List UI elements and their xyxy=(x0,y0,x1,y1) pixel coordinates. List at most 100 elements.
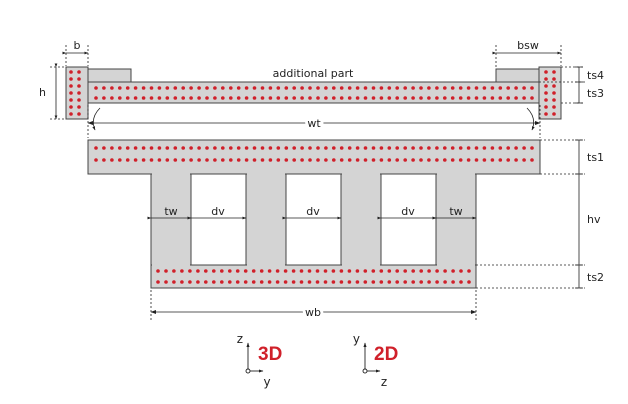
rebar-dot xyxy=(450,158,455,162)
rebar-dot xyxy=(235,280,240,284)
rebar-dot xyxy=(149,158,154,162)
rebar-dot xyxy=(149,96,154,100)
rebar-dot xyxy=(451,269,455,273)
rebar-dot xyxy=(157,86,162,90)
rebar-dot xyxy=(552,112,556,116)
rebar-dot xyxy=(395,158,400,162)
rebar-dot xyxy=(379,86,384,90)
rebar-dot xyxy=(299,269,304,273)
rebar-dot xyxy=(379,158,384,162)
rebar-dot xyxy=(355,86,360,90)
label-ts4: ts4 xyxy=(587,69,604,82)
rebar-dot xyxy=(315,269,320,273)
rebar-dot xyxy=(221,96,225,100)
rebar-dot xyxy=(458,158,463,162)
rebar-dot xyxy=(133,96,138,100)
rebar-dot xyxy=(347,269,352,273)
rebar-dot xyxy=(69,105,73,109)
rebar-dot xyxy=(552,98,556,102)
rebar-dot xyxy=(552,77,556,81)
rebar-dot xyxy=(435,86,439,90)
rebar-dot xyxy=(133,146,138,150)
rebar-dot xyxy=(435,269,439,273)
rebar-dot xyxy=(466,158,471,162)
rebar-dot xyxy=(77,91,81,95)
rebar-dot xyxy=(316,96,320,100)
rebar-dot xyxy=(498,146,503,150)
rebar-dot xyxy=(110,86,114,90)
rebar-dot xyxy=(221,146,225,150)
rebar-dot xyxy=(466,146,471,150)
rebar-dot xyxy=(332,96,336,100)
rebar-dot xyxy=(308,146,312,150)
rebar-dot xyxy=(544,70,548,74)
rebar-dot xyxy=(482,146,487,150)
rebar-dot xyxy=(522,86,526,90)
rebar-dot xyxy=(371,96,376,100)
rebar-dot xyxy=(450,146,455,150)
rebar-dot xyxy=(371,146,376,150)
bottom-slab xyxy=(150,264,477,289)
rebar-dot xyxy=(189,146,193,150)
label-bsw: bsw xyxy=(517,39,539,52)
rebar-dot xyxy=(482,86,487,90)
rebar-dot xyxy=(474,96,479,100)
top-slab xyxy=(87,139,541,175)
rebar-dot xyxy=(347,146,352,150)
rebar-dot xyxy=(490,158,495,162)
rebar-dot xyxy=(102,146,106,150)
rebar-dot xyxy=(229,146,233,150)
rebar-dot xyxy=(552,84,556,88)
rebar-dot xyxy=(514,86,518,90)
rebar-dot xyxy=(324,86,328,90)
label-tw-right: tw xyxy=(449,205,462,218)
rebar-dot xyxy=(347,280,352,284)
axis-3d-horizontal: y xyxy=(263,375,270,389)
web-2 xyxy=(245,173,287,266)
rebar-dot xyxy=(94,146,98,150)
rebar-dot xyxy=(300,96,304,100)
rebar-dot xyxy=(395,269,400,273)
rebar-dot xyxy=(165,86,170,90)
rebar-dot xyxy=(133,158,138,162)
rebar-dot xyxy=(276,86,281,90)
rebar-dot xyxy=(347,96,352,100)
rebar-dot xyxy=(339,146,344,150)
rebar-dot xyxy=(292,86,297,90)
rebar-dot xyxy=(347,86,352,90)
mode-label-2d: 2D xyxy=(374,344,398,365)
rebar-dot xyxy=(355,158,360,162)
label-ts1: ts1 xyxy=(587,151,604,164)
rebar-dot xyxy=(307,269,312,273)
rebar-dot xyxy=(291,280,296,284)
rebar-dot xyxy=(244,158,249,162)
rebar-dot xyxy=(205,86,209,90)
rebar-dot xyxy=(228,269,232,273)
rebar-dot xyxy=(77,112,81,116)
rebar-dot xyxy=(181,158,185,162)
rebar-dot xyxy=(69,84,73,88)
rebar-dot xyxy=(308,96,312,100)
rebar-dot xyxy=(196,269,200,273)
rebar-dot xyxy=(544,91,548,95)
rebar-dot xyxy=(514,96,518,100)
rebar-dot xyxy=(530,86,534,90)
rebar-dot xyxy=(157,96,162,100)
rebar-dot xyxy=(77,77,81,81)
rebar-dot xyxy=(165,158,170,162)
rebar-dot xyxy=(419,280,424,284)
rebar-dot xyxy=(141,146,146,150)
rebar-dot xyxy=(172,280,176,284)
web-3 xyxy=(340,173,382,266)
rebar-dot xyxy=(275,280,280,284)
mode-label-3d: 3D xyxy=(258,344,282,365)
label-ts3: ts3 xyxy=(587,87,604,100)
rebar-dot xyxy=(251,280,256,284)
rebar-dot xyxy=(435,96,439,100)
rebar-dot xyxy=(395,96,400,100)
rebar-dot xyxy=(180,269,184,273)
rebar-dot xyxy=(125,86,130,90)
rebar-dot xyxy=(339,86,344,90)
